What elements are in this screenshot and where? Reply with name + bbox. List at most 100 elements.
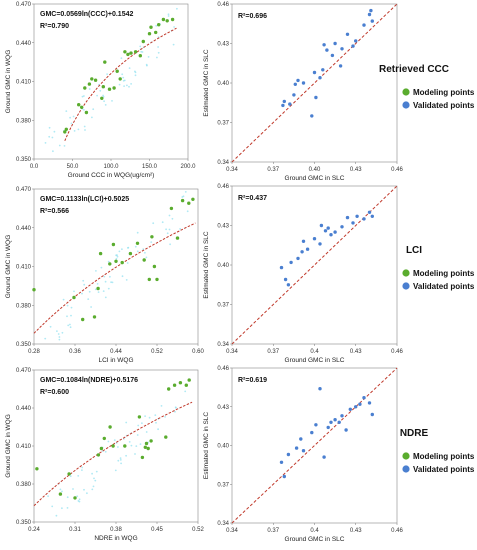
background-point xyxy=(82,279,85,282)
background-point xyxy=(142,248,145,251)
background-point xyxy=(172,43,175,46)
modeling-point xyxy=(77,103,81,107)
background-point xyxy=(169,243,172,246)
background-point xyxy=(104,280,107,283)
modeling-point xyxy=(167,387,171,391)
y-tick-label: 0.40 xyxy=(217,444,229,450)
modeling-point xyxy=(154,30,158,35)
y-axis-label: Estimated GMC in SLC xyxy=(203,231,210,298)
y-tick-label: 0.40 xyxy=(217,81,229,87)
modeling-point xyxy=(172,383,177,387)
background-point xyxy=(134,453,136,455)
background-point xyxy=(120,57,123,60)
validated-point xyxy=(367,401,372,405)
modeling-point xyxy=(144,441,149,446)
background-point xyxy=(164,416,167,418)
y-tick-label: 0.46 xyxy=(217,2,229,8)
validated-point xyxy=(321,68,325,72)
background-point xyxy=(110,281,112,284)
validated-point xyxy=(367,210,372,214)
y-tick-label: 0.440 xyxy=(16,406,32,412)
background-point xyxy=(97,291,100,293)
modeling-point xyxy=(64,127,69,131)
background-point xyxy=(123,85,125,87)
background-point xyxy=(81,466,84,469)
background-point xyxy=(72,488,74,490)
fit-equation: GMC=0.1133ln(LCI)+0.5025 xyxy=(40,196,129,203)
fit-equation: GMC=0.0569ln(CCC)+0.1542 xyxy=(40,11,133,18)
modeling-legend-marker xyxy=(402,88,410,96)
modeling-point xyxy=(112,86,116,90)
fit-equation: GMC=0.1084ln(NDRE)+0.5176 xyxy=(40,377,138,384)
background-point xyxy=(128,67,131,69)
background-point xyxy=(81,95,84,98)
background-point xyxy=(70,314,72,317)
modeling-point xyxy=(101,85,106,89)
background-point xyxy=(103,100,105,103)
modeling-point xyxy=(146,446,150,451)
modeling-point xyxy=(123,444,127,448)
modeling-point xyxy=(111,242,116,247)
validated-point xyxy=(279,265,284,270)
validated-point xyxy=(330,53,335,58)
modeling-point xyxy=(100,96,104,101)
background-point xyxy=(73,290,75,293)
validated-point xyxy=(370,19,374,23)
background-point xyxy=(51,136,54,139)
x-tick-label: 150.0 xyxy=(142,164,158,170)
background-point xyxy=(154,414,157,416)
y-tick-label: 0.380 xyxy=(16,482,32,488)
background-point xyxy=(157,46,160,48)
background-point xyxy=(61,490,63,493)
row-title: LCI xyxy=(406,245,422,256)
modeling-point xyxy=(157,23,161,27)
background-point xyxy=(173,26,176,28)
background-point xyxy=(73,130,76,132)
background-point xyxy=(115,257,118,260)
background-point xyxy=(83,488,85,491)
background-point xyxy=(117,459,120,462)
background-point xyxy=(99,89,102,92)
modeling-point xyxy=(87,82,92,86)
background-point xyxy=(92,485,95,488)
validated-point xyxy=(354,39,358,43)
modeling-point xyxy=(150,235,154,239)
modeling-point xyxy=(107,87,112,91)
background-point xyxy=(91,472,93,475)
modeling-point xyxy=(96,453,101,457)
row-legend: LCI Modeling points Validated points xyxy=(402,245,475,291)
panel-modeling-ccc: 0.0 50.0 100.0 150.0 200.0 0.350 0.380 0.410 0.4… xyxy=(5,2,196,179)
background-point xyxy=(49,325,52,328)
validated-point xyxy=(310,114,314,118)
y-tick-label: 0.37 xyxy=(217,121,229,127)
validated-point xyxy=(288,102,292,106)
x-tick-label: 0.0 xyxy=(30,164,39,170)
y-tick-label: 0.470 xyxy=(16,187,32,193)
modeling-point xyxy=(191,197,195,201)
background-point xyxy=(144,415,147,417)
background-point xyxy=(141,422,143,425)
background-point xyxy=(78,498,81,501)
background-point xyxy=(186,210,189,213)
validated-point xyxy=(310,430,314,435)
x-tick-label: 0.46 xyxy=(391,528,403,534)
modeling-point xyxy=(147,32,152,36)
background-point xyxy=(102,290,105,292)
modeling-point xyxy=(111,444,115,448)
validated-point xyxy=(296,256,300,261)
background-point xyxy=(140,50,143,53)
background-point xyxy=(160,405,163,407)
background-point xyxy=(128,85,130,88)
modeling-point xyxy=(96,286,100,291)
modeling-point xyxy=(126,52,130,57)
row-legend: NDRE Modeling points Validated points xyxy=(400,428,475,474)
row-title: NDRE xyxy=(400,428,429,439)
background-point xyxy=(83,283,86,286)
background-point xyxy=(121,248,123,251)
background-point xyxy=(119,459,122,461)
background-point xyxy=(117,446,119,448)
y-tick-label: 0.43 xyxy=(217,42,229,48)
modeling-point xyxy=(32,288,36,292)
validated-legend-marker xyxy=(402,101,410,109)
r-squared: R²=0.619 xyxy=(238,377,267,384)
